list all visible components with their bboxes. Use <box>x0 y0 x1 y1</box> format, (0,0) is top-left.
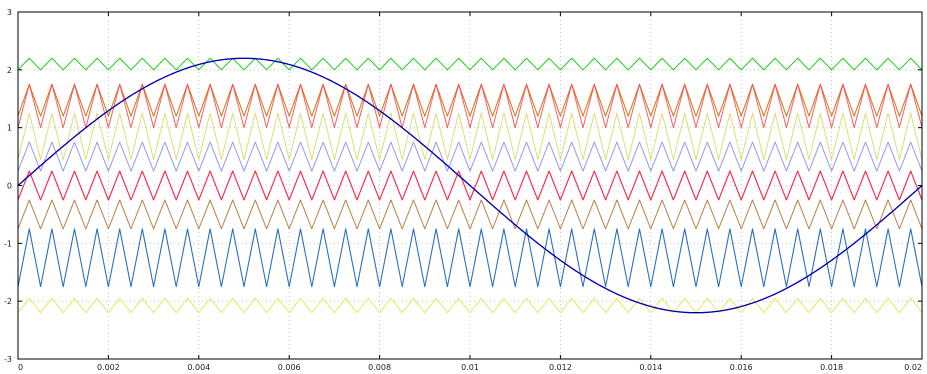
x-tick-label: 0.018 <box>820 363 843 372</box>
x-tick-label: 0.012 <box>549 363 572 372</box>
x-tick-label: 0.008 <box>368 363 391 372</box>
x-tick-label: 0.02 <box>904 363 922 372</box>
x-tick-label: 0.004 <box>187 363 210 372</box>
x-tick-label: 0.006 <box>278 363 301 372</box>
carrier-series-10 <box>17 228 923 288</box>
y-tick-label: 2 <box>7 66 12 75</box>
carrier-series-4 <box>17 112 923 160</box>
carrier-series-8 <box>17 199 923 230</box>
series-layer <box>17 57 923 314</box>
y-tick-label: 0 <box>7 182 12 191</box>
reference-sine-series <box>17 57 923 314</box>
carrier-series-3 <box>17 83 923 129</box>
y-tick-label: -1 <box>4 239 12 248</box>
y-tick-label: -3 <box>4 355 12 364</box>
carrier-series-11 <box>17 297 923 314</box>
x-tick-label: 0.002 <box>97 363 120 372</box>
y-tick-label: 1 <box>7 124 12 133</box>
y-tick-label: 3 <box>7 8 12 17</box>
y-tick-label: -2 <box>4 297 12 306</box>
x-tick-label: 0.01 <box>461 363 479 372</box>
x-tick-label: 0.014 <box>639 363 662 372</box>
carrier-series-1 <box>17 57 923 71</box>
x-tick-label: 0 <box>18 363 23 372</box>
carrier-series-5 <box>17 141 923 172</box>
tick-layer: 0 0.002 0.004 0.006 0.008 0.01 0.012 0.014 0.016… <box>4 8 923 372</box>
carrier-series-7 <box>17 170 923 201</box>
carrier-series-2 <box>17 83 923 117</box>
x-tick-label: 0.016 <box>730 363 753 372</box>
